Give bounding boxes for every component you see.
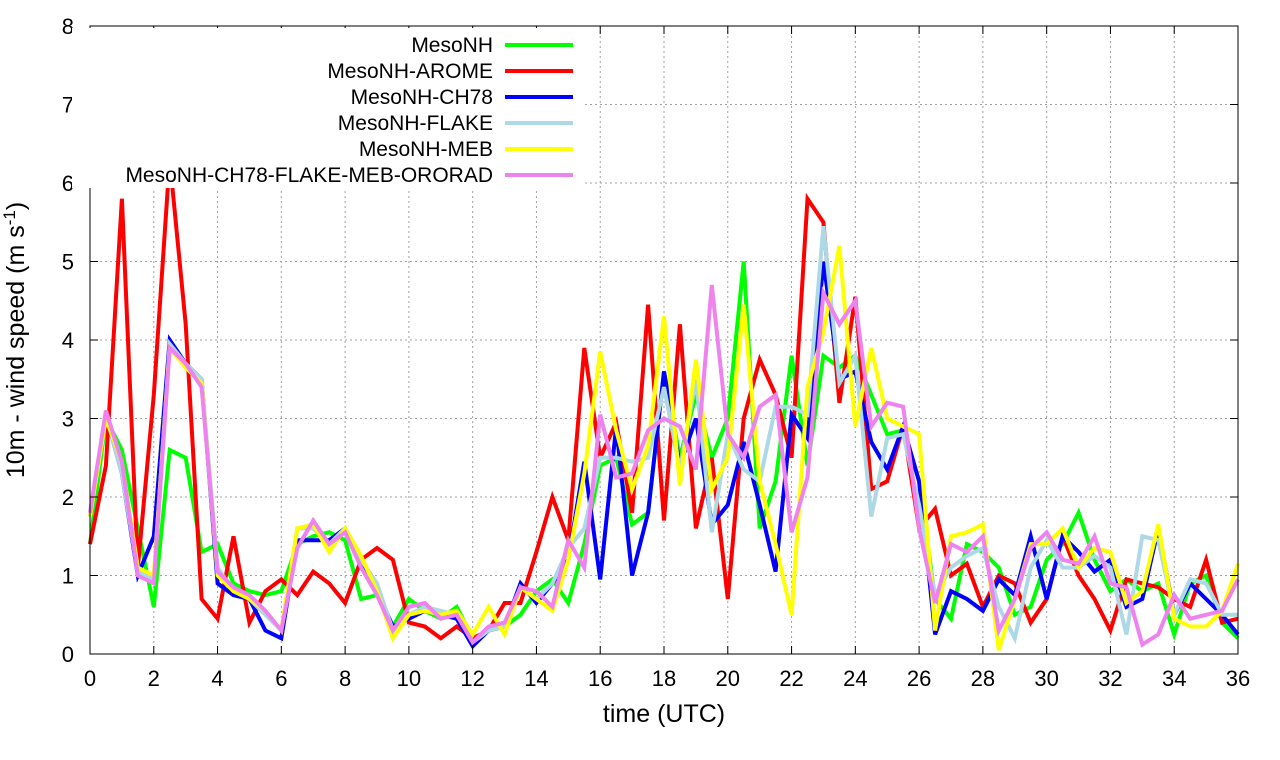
- x-tick-label: 2: [148, 666, 160, 691]
- legend-label-mesonh-ch78-flake-meb-ororad: MesoNH-CH78-FLAKE-MEB-ORORAD: [125, 164, 493, 187]
- x-tick-label: 6: [275, 666, 287, 691]
- x-tick-label: 18: [652, 666, 676, 691]
- x-tick-label: 32: [1098, 666, 1122, 691]
- series-line-mesonh-flake: [88, 225, 1238, 646]
- x-axis-title: time (UTC): [603, 700, 725, 728]
- x-tick-label: 28: [971, 666, 995, 691]
- x-tick-label: 10: [397, 666, 421, 691]
- x-tick-label: 22: [779, 666, 803, 691]
- legend-background: [72, 28, 584, 188]
- x-tick-label: 30: [1034, 666, 1058, 691]
- y-axis-title: 10m - wind speed (m s-1): [0, 202, 30, 478]
- y-tick-label: 2: [62, 485, 74, 510]
- y-axis-title-main: 10m - wind speed (m s: [2, 225, 30, 478]
- series-line-mesonh-ch78: [88, 261, 1240, 650]
- x-tick-label: 8: [339, 666, 351, 691]
- y-tick-label: 3: [62, 407, 74, 432]
- y-tick-label: 6: [62, 171, 74, 196]
- x-tick-label: 12: [460, 666, 484, 691]
- series-line-mesonh-ch78-flake-meb-ororad: [88, 284, 1240, 648]
- legend: MesoNH MesoNH-AROME MesoNH-CH78 MesoNH-FLAK…: [72, 28, 584, 188]
- y-tick-label: 7: [62, 93, 74, 118]
- legend-label-mesonh-arome: MesoNH-AROME: [327, 60, 493, 83]
- x-tick-label: 16: [588, 666, 612, 691]
- y-tick-label: 4: [62, 328, 74, 353]
- x-tick-label: 20: [716, 666, 740, 691]
- series-lines: [88, 159, 1240, 651]
- x-tick-label: 26: [907, 666, 931, 691]
- x-tick-label: 24: [843, 666, 867, 691]
- x-tick-label: 4: [211, 666, 223, 691]
- y-axis-title-superscript: -1: [0, 210, 19, 225]
- legend-label-mesonh: MesoNH: [411, 34, 493, 57]
- x-tick-label: 34: [1162, 666, 1186, 691]
- y-tick-label: 8: [62, 14, 74, 39]
- x-tick-label: 14: [524, 666, 548, 691]
- y-tick-label: 0: [62, 642, 74, 667]
- legend-label-mesonh-ch78: MesoNH-CH78: [351, 86, 493, 109]
- y-axis-title-end: ): [2, 202, 30, 210]
- y-tick-label: 1: [62, 564, 74, 589]
- legend-label-mesonh-flake: MesoNH-FLAKE: [338, 112, 493, 135]
- legend-label-mesonh-meb: MesoNH-MEB: [359, 138, 493, 161]
- y-tick-label: 5: [62, 250, 74, 275]
- x-tick-label: 0: [84, 666, 96, 691]
- x-tick-label: 36: [1226, 666, 1250, 691]
